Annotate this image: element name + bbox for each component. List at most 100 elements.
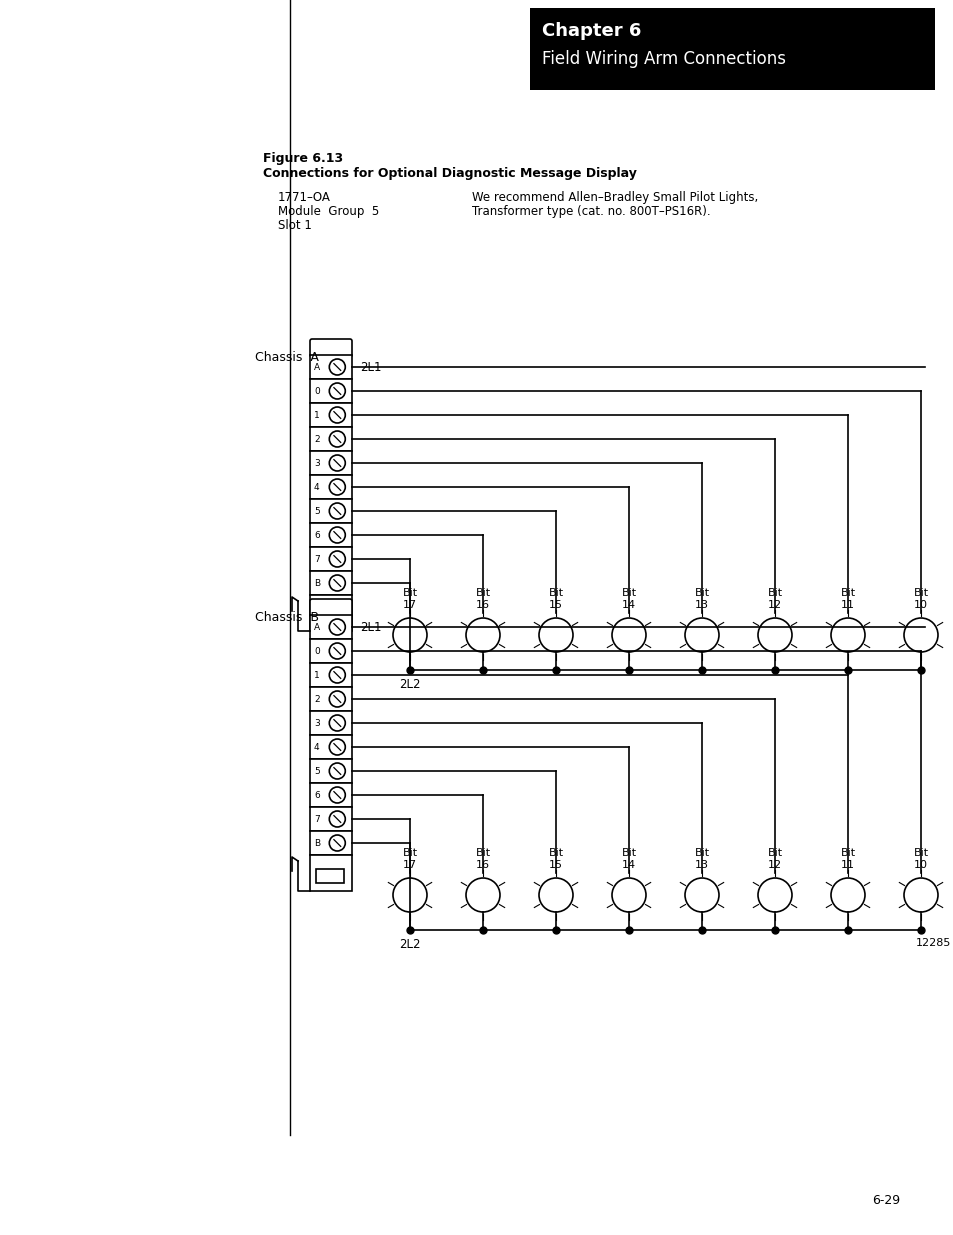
Text: 3: 3 xyxy=(314,458,319,468)
Circle shape xyxy=(538,878,573,911)
Text: Chapter 6: Chapter 6 xyxy=(541,22,640,40)
Bar xyxy=(310,379,352,403)
Text: A: A xyxy=(314,363,320,372)
Text: Bit
14: Bit 14 xyxy=(620,848,636,869)
Text: Module  Group  5: Module Group 5 xyxy=(277,205,379,219)
Circle shape xyxy=(612,618,645,652)
Text: 0: 0 xyxy=(314,387,319,395)
Text: Bit
13: Bit 13 xyxy=(694,588,709,610)
Circle shape xyxy=(538,618,573,652)
Text: Transformer type (cat. no. 800T–PS16R).: Transformer type (cat. no. 800T–PS16R). xyxy=(472,205,710,219)
Circle shape xyxy=(329,527,345,543)
Circle shape xyxy=(329,383,345,399)
Circle shape xyxy=(329,692,345,706)
Text: 6: 6 xyxy=(314,790,319,799)
Circle shape xyxy=(329,835,345,851)
Circle shape xyxy=(329,715,345,731)
Circle shape xyxy=(329,408,345,424)
Circle shape xyxy=(903,878,937,911)
Circle shape xyxy=(830,878,864,911)
Bar xyxy=(315,869,344,883)
Text: Bit
11: Bit 11 xyxy=(840,848,855,869)
Circle shape xyxy=(329,503,345,519)
Bar xyxy=(310,547,352,571)
Text: B: B xyxy=(314,839,320,847)
Bar xyxy=(310,475,352,499)
Text: 2L1: 2L1 xyxy=(359,620,381,634)
Text: Figure 6.13: Figure 6.13 xyxy=(263,152,343,165)
Bar xyxy=(310,571,352,595)
Circle shape xyxy=(758,618,791,652)
Text: Bit
15: Bit 15 xyxy=(548,848,563,869)
Text: Connections for Optional Diagnostic Message Display: Connections for Optional Diagnostic Mess… xyxy=(263,167,637,180)
Bar xyxy=(315,609,344,622)
Bar xyxy=(310,760,352,783)
Circle shape xyxy=(684,618,719,652)
FancyBboxPatch shape xyxy=(310,338,352,357)
Circle shape xyxy=(329,551,345,567)
Bar xyxy=(530,7,934,90)
Circle shape xyxy=(465,878,499,911)
FancyBboxPatch shape xyxy=(310,599,352,618)
Text: Bit
15: Bit 15 xyxy=(548,588,563,610)
Text: 2L1: 2L1 xyxy=(359,361,381,373)
Bar xyxy=(310,687,352,711)
Text: 6-29: 6-29 xyxy=(871,1194,899,1207)
Bar xyxy=(310,711,352,735)
Text: 4: 4 xyxy=(314,742,319,752)
Text: We recommend Allen–Bradley Small Pilot Lights,: We recommend Allen–Bradley Small Pilot L… xyxy=(472,191,758,204)
Text: B: B xyxy=(314,578,320,588)
Circle shape xyxy=(329,811,345,827)
Text: Bit
10: Bit 10 xyxy=(912,848,927,869)
Circle shape xyxy=(830,618,864,652)
Circle shape xyxy=(329,787,345,803)
Text: 5: 5 xyxy=(314,767,319,776)
Text: 0: 0 xyxy=(314,646,319,656)
Text: 3: 3 xyxy=(314,719,319,727)
Text: 4: 4 xyxy=(314,483,319,492)
Circle shape xyxy=(329,643,345,659)
Bar xyxy=(310,831,352,855)
Text: Field Wiring Arm Connections: Field Wiring Arm Connections xyxy=(541,49,785,68)
Circle shape xyxy=(393,618,427,652)
Circle shape xyxy=(329,763,345,779)
Text: Bit
17: Bit 17 xyxy=(402,848,417,869)
Circle shape xyxy=(612,878,645,911)
Circle shape xyxy=(329,479,345,495)
Bar xyxy=(310,595,352,631)
Text: A: A xyxy=(314,622,320,631)
Text: Bit
17: Bit 17 xyxy=(402,588,417,610)
Bar xyxy=(310,451,352,475)
Text: Bit
10: Bit 10 xyxy=(912,588,927,610)
Text: Slot 1: Slot 1 xyxy=(277,219,312,232)
Text: Bit
16: Bit 16 xyxy=(475,588,490,610)
Text: 2: 2 xyxy=(314,435,319,443)
Text: 1: 1 xyxy=(314,410,319,420)
Circle shape xyxy=(329,359,345,375)
Text: 12285: 12285 xyxy=(915,939,950,948)
Text: Bit
11: Bit 11 xyxy=(840,588,855,610)
Bar xyxy=(310,855,352,890)
Bar xyxy=(310,806,352,831)
Circle shape xyxy=(758,878,791,911)
Text: 7: 7 xyxy=(314,555,319,563)
Text: Bit
14: Bit 14 xyxy=(620,588,636,610)
Text: 1771–OA: 1771–OA xyxy=(277,191,331,204)
Bar xyxy=(310,522,352,547)
Text: 1: 1 xyxy=(314,671,319,679)
Text: Bit
12: Bit 12 xyxy=(766,588,781,610)
Text: Bit
13: Bit 13 xyxy=(694,848,709,869)
Circle shape xyxy=(329,619,345,635)
Bar xyxy=(310,427,352,451)
Circle shape xyxy=(684,878,719,911)
Text: 7: 7 xyxy=(314,815,319,824)
Text: Chassis  A: Chassis A xyxy=(254,351,318,364)
Text: Bit
16: Bit 16 xyxy=(475,848,490,869)
Text: 6: 6 xyxy=(314,531,319,540)
Circle shape xyxy=(903,618,937,652)
Circle shape xyxy=(329,576,345,592)
Text: 2: 2 xyxy=(314,694,319,704)
Text: Chassis  B: Chassis B xyxy=(254,611,318,624)
Bar xyxy=(310,735,352,760)
Text: 2L2: 2L2 xyxy=(399,939,420,951)
